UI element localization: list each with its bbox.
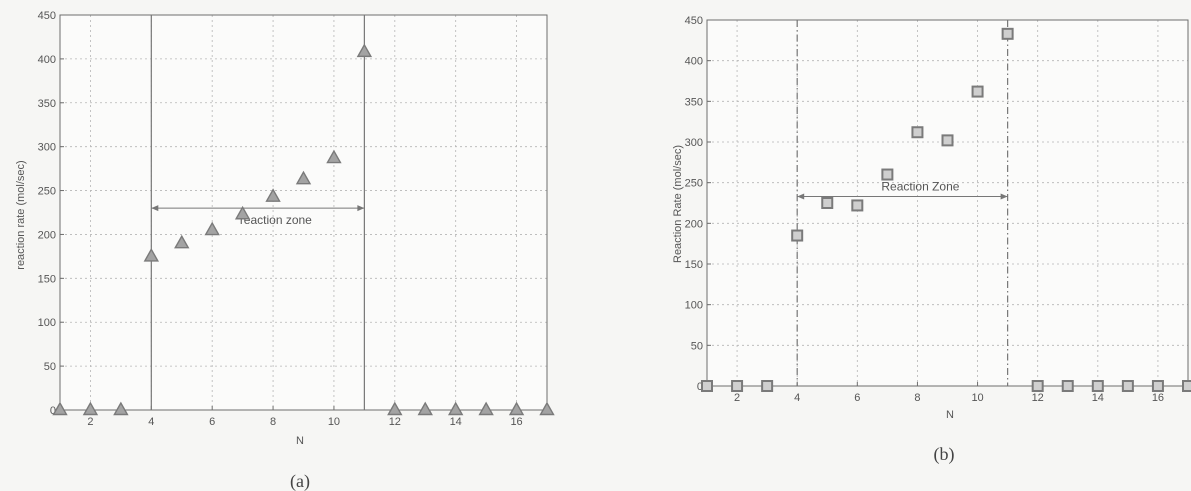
chart-b-xtick-label: 8: [914, 392, 920, 404]
chart-a-point: [326, 149, 342, 164]
chart-a-xtick-label: 6: [209, 416, 215, 428]
chart-a-xtick-label: 16: [510, 416, 522, 428]
chart-a-ytick-label: 250: [38, 186, 56, 198]
chart-b-point: [851, 199, 864, 212]
chart-a-plot-area: [60, 15, 547, 410]
chart-b-ytick-label: 200: [685, 218, 703, 230]
chart-a-ytick-label: 100: [38, 317, 56, 329]
chart-b-point: [881, 168, 894, 181]
chart-a-frame: [59, 14, 548, 411]
chart-a-caption: (a): [290, 471, 310, 491]
chart-b-point: [941, 134, 954, 147]
chart-a-point: [265, 188, 281, 202]
chart-b-point: [1061, 380, 1074, 392]
chart-b-point: [1001, 27, 1014, 40]
chart-b-xtick-label: 2: [734, 392, 740, 404]
chart-b-ytick-label: 450: [685, 15, 703, 27]
chart-b-point: [1121, 380, 1134, 392]
chart-b-ytick-label: 0: [697, 381, 703, 393]
chart-b-frame: [706, 19, 1189, 387]
chart-b-point: [1151, 380, 1164, 392]
chart-b-ytick-label: 150: [685, 259, 703, 271]
chart-a-zone-arrowhead-left: [151, 205, 159, 212]
chart-a-xtick-label: 2: [87, 416, 93, 428]
chart-a: (a) N reaction rate (mol/sec) 2 4 6 8 10 12 14…: [15, 10, 555, 491]
chart-a-zone-label: reaction zone: [240, 213, 312, 227]
chart-a-zone-arrowhead-right: [357, 205, 365, 212]
chart-b-ytick-label: 100: [685, 300, 703, 312]
chart-a-point: [356, 43, 373, 58]
chart-a-point: [143, 247, 160, 262]
chart-b-plot-area: [707, 20, 1188, 386]
chart-a-xlabel: N: [296, 435, 304, 447]
chart-a-point: [387, 401, 403, 416]
chart-b-xtick-label: 6: [854, 392, 860, 404]
chart-b-point: [911, 126, 924, 139]
chart-a-point: [113, 401, 129, 416]
chart-a-point: [295, 170, 312, 185]
chart-a-xtick-label: 14: [450, 416, 462, 428]
chart-b-xtick-label: 10: [971, 392, 983, 404]
chart-b-point: [731, 380, 744, 392]
chart-a-ytick-label: 200: [38, 229, 56, 241]
chart-b-xlabel: N: [946, 409, 954, 421]
chart-b: (b) N Reaction Rate (mol/sec) 2 4 6 8 10 12 14…: [672, 15, 1191, 465]
chart-a-xtick-label: 10: [328, 416, 340, 428]
chart-b-xtick-label: 12: [1032, 392, 1044, 404]
chart-b-point: [971, 85, 984, 98]
chart-a-point: [478, 401, 494, 416]
chart-b-ytick-label: 300: [685, 137, 703, 149]
chart-b-point: [1182, 380, 1191, 392]
chart-a-plot: 2 4 6 8 10 12 14 16 0 50 100 150 200 250 300 350 400 450 r…: [38, 10, 555, 428]
chart-b-plot: 2 4 6 8 10 12 14 16 0 50 100 150 200 250 300 350 400 450 R…: [685, 15, 1191, 404]
chart-a-point: [52, 401, 68, 416]
chart-b-point: [701, 380, 713, 392]
chart-a-ytick-label: 400: [38, 54, 56, 66]
chart-a-ytick-label: 0: [50, 405, 56, 417]
chart-b-zone-label: Reaction Zone: [881, 179, 959, 193]
chart-a-ytick-label: 300: [38, 142, 56, 154]
chart-b-caption: (b): [934, 444, 955, 465]
chart-a-point: [539, 401, 555, 416]
chart-a-ytick-label: 50: [44, 361, 56, 373]
chart-a-ytick-label: 350: [38, 98, 56, 110]
chart-b-point: [1091, 380, 1104, 392]
chart-a-ytick-label: 150: [38, 273, 56, 285]
chart-a-point: [174, 234, 190, 249]
chart-a-xtick-label: 4: [148, 416, 154, 428]
chart-b-point: [761, 380, 774, 392]
chart-b-point: [821, 197, 834, 209]
chart-b-ytick-label: 350: [685, 96, 703, 108]
chart-b-xtick-label: 14: [1092, 392, 1104, 404]
chart-b-ylabel: Reaction Rate (mol/sec): [672, 145, 684, 263]
chart-b-point: [1031, 380, 1044, 392]
chart-a-point: [204, 221, 220, 236]
chart-a-point: [508, 401, 525, 416]
chart-a-ylabel: reaction rate (mol/sec): [15, 160, 27, 269]
chart-b-ytick-label: 250: [685, 178, 703, 190]
chart-b-ytick-label: 50: [691, 340, 703, 352]
chart-b-xtick-label: 4: [794, 392, 800, 404]
chart-b-point: [791, 229, 804, 242]
chart-a-point: [234, 205, 251, 220]
chart-b-ytick-label: 400: [685, 56, 703, 68]
chart-a-point: [447, 401, 464, 416]
chart-b-xtick-label: 16: [1152, 392, 1164, 404]
chart-a-point: [417, 401, 433, 416]
chart-a-ytick-label: 450: [38, 10, 56, 22]
chart-a-xtick-label: 12: [389, 416, 401, 428]
chart-b-zone-arrowhead-left: [797, 193, 805, 200]
chart-a-point: [82, 401, 99, 416]
chart-a-xtick-label: 8: [270, 416, 276, 428]
chart-b-zone-arrowhead-right: [1000, 193, 1008, 200]
